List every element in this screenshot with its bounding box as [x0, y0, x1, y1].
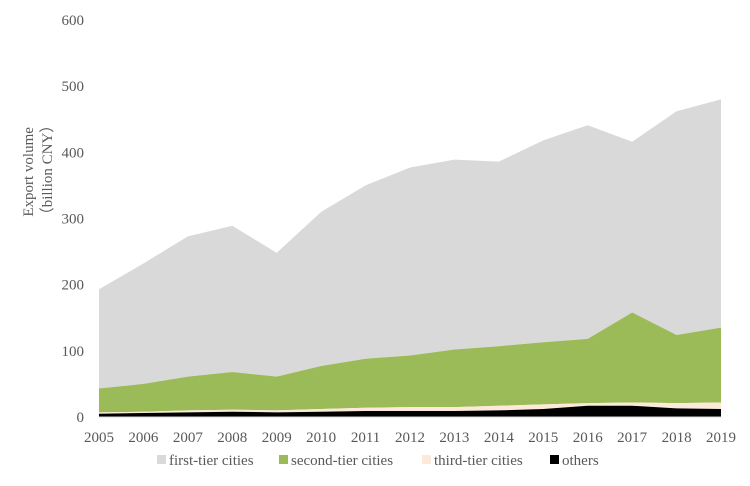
legend-label: third-tier cities	[434, 453, 523, 469]
area-others	[99, 405, 721, 417]
x-tick-label: 2008	[217, 430, 247, 446]
legend-label: others	[562, 453, 599, 469]
area-series-group	[99, 99, 721, 417]
x-tick-label: 2019	[706, 430, 736, 446]
y-axis-label-line1: Export volume	[21, 127, 37, 217]
legend-swatch	[279, 455, 288, 464]
y-tick-label: 200	[62, 278, 85, 294]
legend-swatch	[157, 455, 166, 464]
y-tick-label: 500	[62, 79, 85, 95]
x-tick-label: 2007	[173, 430, 204, 446]
legend: first-tier cities second-tier cities third…	[157, 453, 599, 469]
x-tick-label: 2013	[439, 430, 469, 446]
x-tick-label: 2015	[528, 430, 558, 446]
x-tick-label: 2009	[262, 430, 292, 446]
y-axis-label-line2: （billion CNY）	[39, 118, 56, 223]
legend-label: second-tier cities	[291, 453, 393, 469]
x-axis-ticks: 2005 2006 2007 2008 2009 2010 2011 2012 2013 2014…	[84, 430, 736, 446]
area-second-tier-cities	[99, 312, 721, 413]
legend-label: first-tier cities	[169, 453, 254, 469]
legend-swatch	[422, 455, 431, 464]
x-tick-label: 2006	[128, 430, 159, 446]
x-tick-label: 2014	[484, 430, 515, 446]
x-tick-label: 2010	[306, 430, 336, 446]
x-tick-label: 2018	[662, 430, 692, 446]
y-tick-label: 300	[62, 212, 85, 228]
legend-swatch	[550, 455, 559, 464]
x-tick-label: 2012	[395, 430, 425, 446]
y-tick-label: 400	[62, 145, 85, 161]
y-tick-label: 100	[62, 344, 85, 360]
area-first-tier-cities	[99, 99, 721, 389]
area-third-tier-cities	[99, 402, 721, 414]
y-axis-label: Export volume （billion CNY）	[21, 118, 56, 223]
y-axis-ticks: 0 100 200 300 400 500 600	[62, 13, 85, 426]
x-tick-label: 2011	[351, 430, 380, 446]
y-tick-label: 0	[77, 410, 85, 426]
x-tick-label: 2016	[573, 430, 604, 446]
y-tick-label: 600	[62, 13, 85, 29]
x-tick-label: 2017	[617, 430, 648, 446]
x-tick-label: 2005	[84, 430, 114, 446]
